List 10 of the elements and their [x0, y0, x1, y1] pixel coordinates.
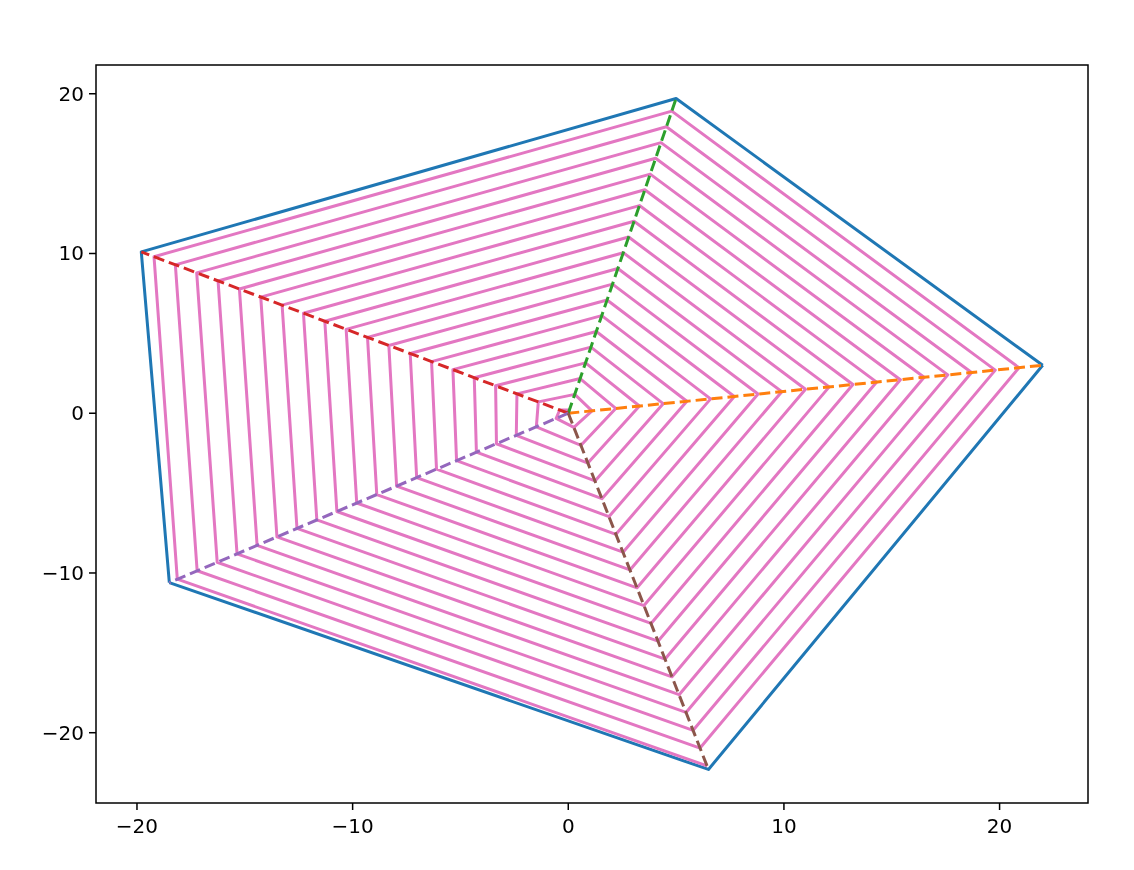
y-tick-label: 0: [71, 401, 84, 426]
x-tick-label: 10: [771, 814, 797, 838]
x-tick-label: −20: [115, 814, 159, 838]
y-tick-label: −10: [41, 560, 84, 585]
x-tick-label: 0: [561, 814, 575, 838]
x-tick-label: −10: [331, 814, 374, 838]
y-tick-label: −20: [41, 720, 84, 745]
x-tick-label: 20: [986, 814, 1013, 838]
y-tick-label: 10: [58, 241, 84, 266]
y-tick-label: 20: [58, 81, 84, 106]
